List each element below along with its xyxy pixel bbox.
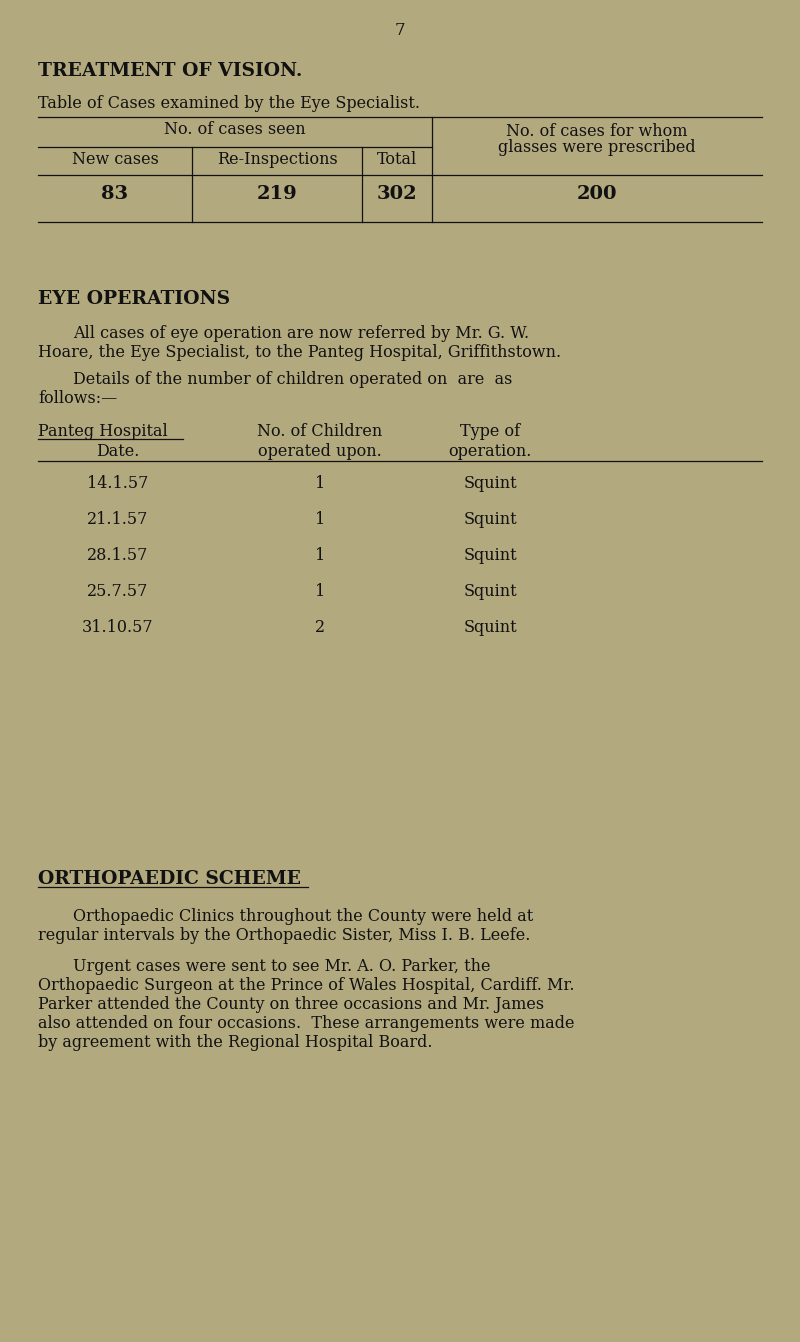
Text: 83: 83	[102, 185, 129, 203]
Text: Parker attended the County on three occasions and Mr. James: Parker attended the County on three occa…	[38, 996, 544, 1013]
Text: Re-Inspections: Re-Inspections	[217, 152, 338, 168]
Text: 28.1.57: 28.1.57	[87, 548, 149, 564]
Text: regular intervals by the Orthopaedic Sister, Miss I. B. Leefe.: regular intervals by the Orthopaedic Sis…	[38, 927, 530, 943]
Text: glasses were prescribed: glasses were prescribed	[498, 140, 696, 156]
Text: No. of Children: No. of Children	[258, 423, 382, 440]
Text: operation.: operation.	[448, 443, 532, 460]
Text: Table of Cases examined by the Eye Specialist.: Table of Cases examined by the Eye Speci…	[38, 95, 420, 111]
Text: Panteg Hospital: Panteg Hospital	[38, 423, 168, 440]
Text: Squint: Squint	[463, 511, 517, 527]
Text: 14.1.57: 14.1.57	[87, 475, 149, 493]
Text: Total: Total	[377, 152, 417, 168]
Text: ORTHOPAEDIC SCHEME: ORTHOPAEDIC SCHEME	[38, 870, 301, 888]
Text: No. of cases for whom: No. of cases for whom	[506, 123, 688, 140]
Text: 302: 302	[377, 185, 418, 203]
Text: 25.7.57: 25.7.57	[87, 582, 149, 600]
Text: by agreement with the Regional Hospital Board.: by agreement with the Regional Hospital …	[38, 1033, 433, 1051]
Text: Squint: Squint	[463, 582, 517, 600]
Text: 1: 1	[315, 582, 325, 600]
Text: Orthopaedic Surgeon at the Prince of Wales Hospital, Cardiff. Mr.: Orthopaedic Surgeon at the Prince of Wal…	[38, 977, 574, 994]
Text: EYE OPERATIONS: EYE OPERATIONS	[38, 290, 230, 309]
Text: All cases of eye operation are now referred by Mr. G. W.: All cases of eye operation are now refer…	[73, 325, 529, 342]
Text: 31.10.57: 31.10.57	[82, 619, 154, 636]
Text: follows:—: follows:—	[38, 391, 118, 407]
Text: New cases: New cases	[71, 152, 158, 168]
Text: Type of: Type of	[460, 423, 520, 440]
Text: 200: 200	[577, 185, 618, 203]
Text: Details of the number of children operated on  are  as: Details of the number of children operat…	[73, 370, 512, 388]
Text: 7: 7	[394, 21, 406, 39]
Text: 1: 1	[315, 511, 325, 527]
Text: 2: 2	[315, 619, 325, 636]
Text: Squint: Squint	[463, 475, 517, 493]
Text: TREATMENT OF VISION.: TREATMENT OF VISION.	[38, 62, 302, 81]
Text: Hoare, the Eye Specialist, to the Panteg Hospital, Griffithstown.: Hoare, the Eye Specialist, to the Panteg…	[38, 344, 561, 361]
Text: Squint: Squint	[463, 548, 517, 564]
Text: also attended on four occasions.  These arrangements were made: also attended on four occasions. These a…	[38, 1015, 574, 1032]
Text: Orthopaedic Clinics throughout the County were held at: Orthopaedic Clinics throughout the Count…	[73, 909, 534, 925]
Text: 1: 1	[315, 475, 325, 493]
Text: 21.1.57: 21.1.57	[87, 511, 149, 527]
Text: 1: 1	[315, 548, 325, 564]
Text: No. of cases seen: No. of cases seen	[164, 121, 306, 138]
Text: Urgent cases were sent to see Mr. A. O. Parker, the: Urgent cases were sent to see Mr. A. O. …	[73, 958, 490, 976]
Text: Squint: Squint	[463, 619, 517, 636]
Text: Date.: Date.	[96, 443, 140, 460]
Text: 219: 219	[257, 185, 298, 203]
Text: operated upon.: operated upon.	[258, 443, 382, 460]
